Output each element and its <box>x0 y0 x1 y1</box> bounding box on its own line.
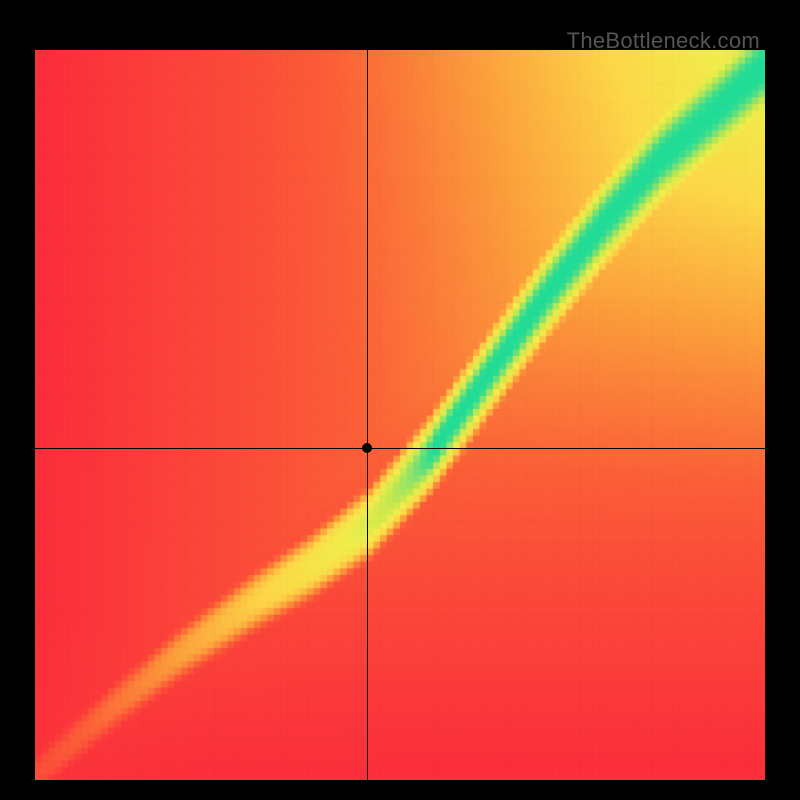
bottleneck-heatmap <box>35 50 765 780</box>
crosshair-marker-dot <box>362 443 372 453</box>
watermark-text: TheBottleneck.com <box>567 28 760 54</box>
chart-container: TheBottleneck.com <box>20 20 780 780</box>
crosshair-vertical <box>367 50 368 780</box>
crosshair-horizontal <box>35 448 765 449</box>
